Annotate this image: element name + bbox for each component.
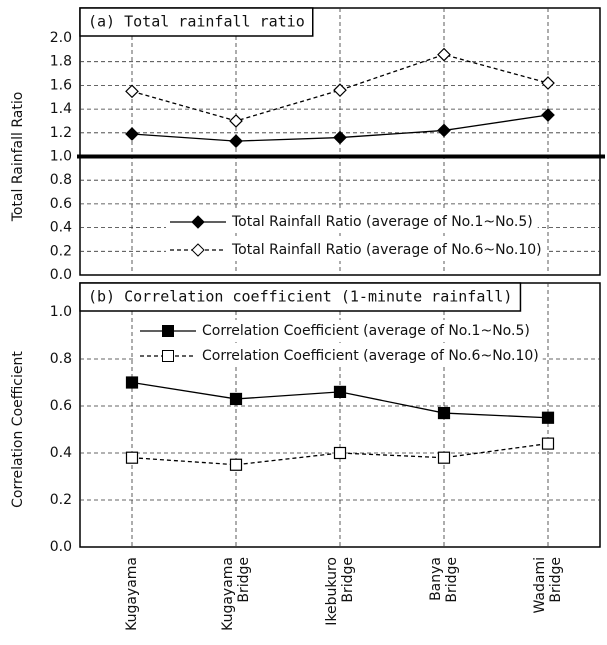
y-tick-label: 0.4: [50, 445, 72, 461]
y-tick-label: 0.6: [50, 398, 72, 414]
y-tick-label: 1.0: [50, 304, 72, 320]
x-tick-label: Banya Bridge: [428, 557, 460, 607]
y-tick-label: 1.0: [50, 149, 72, 165]
data-point: [333, 130, 347, 145]
y-axis-label: Correlation Coefficient: [10, 351, 26, 508]
legend-label: Total Rainfall Ratio (average of No.6~No…: [231, 242, 542, 258]
x-tick-label-line: Ikebukuro: [324, 557, 340, 626]
y-tick-label: 0.0: [50, 267, 72, 283]
data-point: [541, 76, 555, 90]
y-tick-label: 0.2: [50, 243, 72, 259]
title-box: [79, 7, 314, 37]
x-tick-label-line: Bridge: [236, 557, 252, 607]
legend-label: Correlation Coefficient (average of No.6…: [202, 348, 539, 364]
panel-title: (a) Total rainfall ratio: [88, 13, 305, 31]
y-tick-label: 0.0: [50, 539, 72, 555]
data-point: [229, 134, 243, 148]
x-tick-label: Ikebukuro Bridge: [324, 557, 356, 626]
legend-label: Correlation Coefficient (average of No.1…: [202, 323, 530, 339]
y-tick-label: 1.4: [50, 101, 72, 117]
panel-title: (b) Correlation coefficient (1-minute ra…: [88, 288, 512, 306]
data-point: [437, 406, 451, 420]
x-tick-label-line: Banya: [428, 557, 444, 601]
y-tick-label: 0.4: [50, 220, 72, 236]
legend-marker: [191, 243, 205, 257]
data-point: [541, 108, 555, 122]
data-point: [229, 114, 243, 128]
legend-label: Total Rainfall Ratio (average of No.1~No…: [231, 214, 533, 230]
y-tick-label: 0.8: [50, 351, 72, 367]
x-tick-label-line: Bridge: [340, 557, 356, 607]
x-tick-label-line: Wadami: [532, 557, 548, 614]
data-point: [541, 437, 555, 450]
x-tick-label: Kugayama: [124, 557, 140, 631]
y-tick-label: 2.0: [50, 30, 72, 46]
legend-marker: [162, 325, 174, 337]
data-point: [125, 127, 139, 141]
x-tick-label-line: Kugayama: [220, 557, 236, 631]
x-tick-label-line: Kugayama: [124, 557, 140, 631]
y-axis-label: Total Rainfall Ratio: [10, 92, 26, 223]
y-tick-label: 1.2: [50, 125, 72, 141]
data-point: [229, 392, 243, 406]
legend-background: [166, 211, 538, 233]
x-tick-label-line: Bridge: [444, 557, 460, 607]
legend-marker: [191, 215, 205, 229]
data-point: [125, 376, 139, 389]
series-line: [131, 53, 549, 122]
data-point: [125, 84, 139, 99]
x-tick-label: Wadami Bridge: [532, 557, 564, 614]
data-point: [333, 83, 347, 97]
y-tick-label: 0.8: [50, 172, 72, 188]
data-point: [333, 385, 347, 398]
title-box: [79, 282, 522, 312]
data-point: [437, 451, 451, 464]
y-tick-label: 0.2: [50, 492, 72, 508]
x-tick-label-line: Bridge: [548, 557, 564, 607]
y-tick-label: 0.6: [50, 196, 72, 212]
legend-background: [166, 239, 547, 261]
x-tick-label: Kugayama Bridge: [220, 557, 252, 631]
data-point: [541, 411, 555, 424]
legend-background: [136, 345, 543, 367]
legend-background: [136, 320, 534, 342]
data-point: [437, 123, 451, 138]
legend-marker: [162, 350, 174, 362]
data-point: [125, 451, 139, 464]
data-point: [437, 47, 451, 62]
data-point: [333, 446, 347, 460]
data-point: [229, 458, 243, 471]
y-tick-label: 1.6: [50, 77, 72, 93]
y-tick-label: 1.8: [50, 54, 72, 70]
